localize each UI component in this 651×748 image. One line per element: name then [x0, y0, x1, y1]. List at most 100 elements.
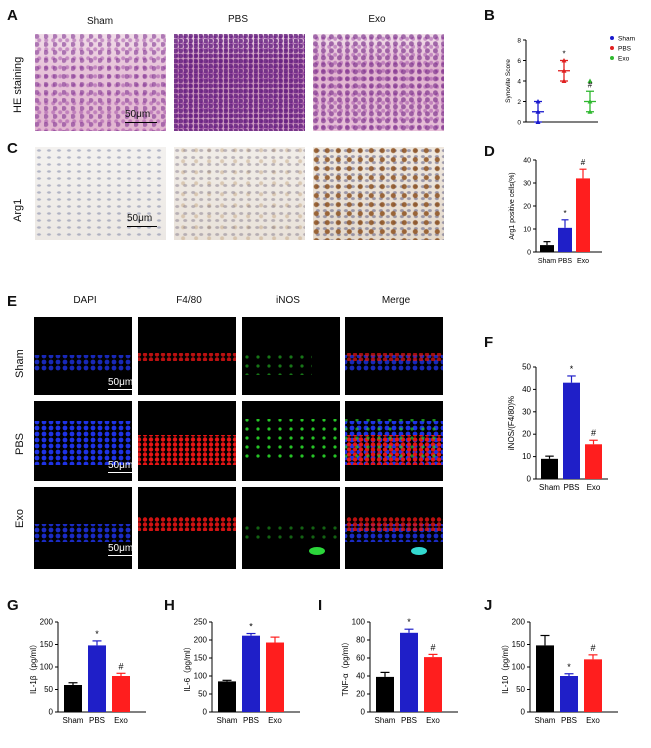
chart-d-arg1: 0 10 20 30 40 Arg1 positive cells(%) Sham * PBS #… [509, 158, 602, 265]
bar-exo [112, 676, 130, 712]
he-image-sham [35, 34, 166, 131]
bar-sham [376, 676, 394, 712]
x-tick-label: Sham [375, 716, 396, 725]
legend-entry: Sham [618, 36, 635, 43]
y-tick-label: 100 [352, 618, 366, 627]
bar-pbs [242, 635, 260, 712]
y-tick-label: 50 [516, 685, 525, 694]
y-tick-label: 4 [517, 79, 521, 86]
fluor-col-dapi: DAPI [73, 295, 97, 306]
bar-sham [540, 245, 554, 252]
x-tick-label: Exo [577, 258, 589, 265]
y-tick-label: 200 [512, 618, 526, 627]
significance-mark: * [567, 662, 571, 672]
y-tick-label: 250 [194, 618, 208, 627]
significance-mark: * [563, 209, 566, 218]
y-axis-label: iNOS/(F4/80)% [507, 396, 516, 450]
y-tick-label: 100 [194, 672, 208, 681]
legend-marker [610, 46, 614, 50]
panel-label-f: F [484, 334, 494, 351]
data-point [561, 68, 567, 73]
scale-bar-fluor-exo: 50μm [108, 543, 134, 556]
y-axis-label: Synovite Score [505, 59, 512, 103]
x-tick-label: Sham [217, 716, 238, 725]
scale-bar-label: 50μm [125, 109, 151, 120]
panel-label-g: G [7, 597, 19, 614]
significance-mark: # [581, 158, 586, 167]
data-point [535, 109, 541, 114]
x-tick-label: Exo [114, 716, 128, 725]
fluor-col-f480: F4/80 [176, 295, 202, 306]
significance-mark: * [407, 617, 411, 627]
data-point [561, 58, 567, 63]
panel-label-b: B [484, 7, 495, 24]
bar-pbs [563, 382, 580, 479]
bar-exo [584, 659, 602, 712]
scale-bar-label: 50μm [108, 460, 134, 471]
x-tick-label: PBS [89, 716, 105, 725]
significance-mark: * [570, 364, 574, 374]
y-axis-label: IL-6（pg/ml） [183, 642, 192, 691]
y-tick-label: 0 [203, 708, 208, 717]
y-tick-label: 100 [40, 663, 54, 672]
fluor-col-merge: Merge [381, 295, 411, 306]
y-tick-label: 0 [517, 120, 521, 127]
y-tick-label: 150 [512, 640, 526, 649]
bar-pbs [400, 632, 418, 712]
x-tick-label: Exo [586, 716, 600, 725]
y-tick-label: 20 [356, 690, 365, 699]
y-tick-label: 30 [522, 407, 531, 416]
y-tick-label: 0 [361, 708, 366, 717]
scale-bar-label: 50μm [108, 377, 134, 388]
data-point [561, 78, 567, 83]
fluor-row-pbs-images [34, 401, 443, 481]
data-point [535, 99, 541, 104]
y-tick-label: 0 [527, 250, 531, 257]
fluor-row-exo-images [34, 487, 443, 569]
significance-mark: # [430, 642, 435, 652]
scale-bar-fluor-pbs: 50μm [108, 460, 134, 473]
significance-mark: * [249, 622, 253, 632]
x-tick-label: Sham [535, 716, 556, 725]
y-tick-label: 150 [40, 640, 54, 649]
col-title-exo: Exo [368, 14, 386, 25]
arg1-image-sham [35, 147, 166, 240]
y-tick-label: 50 [44, 685, 53, 694]
chart-h-il6: 0 50 100 150 200 250 IL-6（pg/ml） Sham * PBS Exo [183, 618, 300, 725]
y-tick-label: 80 [356, 636, 365, 645]
scale-bar-he: 50μm [125, 109, 157, 123]
panel-label-h: H [164, 597, 175, 614]
legend-entry: Exo [618, 56, 630, 63]
bar-pbs [558, 227, 572, 252]
scale-bar-label: 50μm [108, 543, 134, 554]
y-tick-label: 20 [523, 204, 531, 211]
data-point [535, 119, 541, 124]
chart-i-tnfa: 0 20 40 60 80 100 TNF-α（pg/ml） Sham * PBS # Exo [341, 617, 458, 725]
y-tick-label: 100 [512, 663, 526, 672]
x-tick-label: Exo [268, 716, 282, 725]
y-tick-label: 200 [194, 636, 208, 645]
scale-bar-arg1: 50μm [127, 213, 157, 227]
y-tick-label: 40 [522, 385, 531, 394]
y-tick-label: 0 [527, 475, 532, 484]
panel-label-i: I [318, 597, 323, 614]
arg1-image-exo [313, 147, 444, 240]
bar-exo [424, 657, 442, 712]
data-point [587, 78, 593, 83]
significance-mark: # [118, 661, 123, 671]
x-tick-label: PBS [561, 716, 577, 725]
x-tick-label: Exo [426, 716, 440, 725]
significance-mark: * [95, 629, 99, 639]
y-tick-label: 60 [356, 654, 365, 663]
fluorescence-grid [34, 317, 443, 569]
bar-exo [266, 642, 284, 712]
significance-mark: # [588, 80, 593, 89]
bar-sham [64, 685, 82, 712]
bar-pbs [560, 676, 578, 712]
y-tick-label: 8 [517, 38, 521, 45]
col-title-sham: Sham [86, 16, 114, 27]
arg1-image-pbs [174, 147, 305, 240]
panel-label-a: A [7, 7, 18, 24]
bar-exo [585, 444, 602, 479]
y-tick-label: 10 [522, 452, 531, 461]
